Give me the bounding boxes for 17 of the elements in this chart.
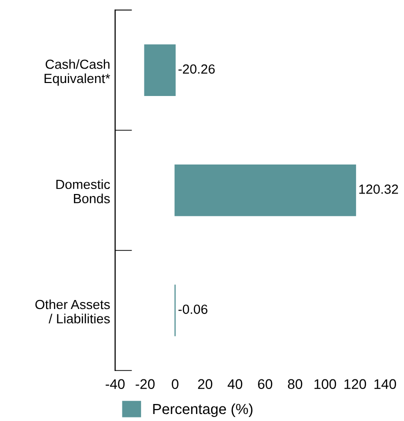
x-tick-label: -20: [136, 379, 155, 390]
x-tick-label: 120: [344, 379, 366, 390]
data-label: 120.32: [359, 184, 398, 194]
x-tick-label: 100: [314, 379, 336, 390]
x-tick-label: 60: [258, 379, 272, 390]
x-tick-label: -40: [106, 379, 125, 390]
y-tick-label: Cash/Cash Equivalent*: [44, 59, 110, 86]
x-tick-label: 80: [288, 379, 302, 390]
y-tick-label: Other Assets / Liabilities: [35, 299, 110, 324]
x-tick-label: 20: [198, 379, 212, 390]
x-tick-label: 0: [172, 379, 178, 390]
y-tick-label: Domestic Bonds: [56, 179, 110, 204]
x-tick-label: 40: [228, 379, 242, 390]
legend-label: Percentage (%): [153, 403, 252, 418]
x-tick-label: 140: [374, 379, 396, 390]
data-label: -0.06: [178, 304, 208, 314]
data-label: -20.26: [178, 64, 215, 74]
